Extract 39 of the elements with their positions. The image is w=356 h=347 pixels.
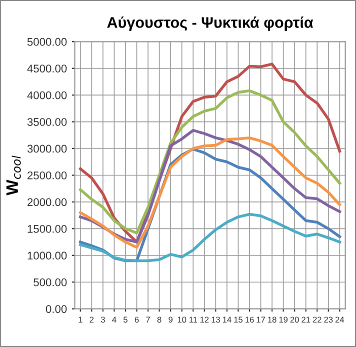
y-tick-label: 3000.00 — [27, 144, 67, 153]
x-tick-label: 17 — [256, 316, 265, 323]
x-tick-label: 1 — [78, 316, 82, 323]
y-tick-label: 4000.00 — [27, 91, 67, 100]
x-tick-label: 5 — [124, 316, 128, 323]
x-tick-label: 24 — [335, 316, 344, 323]
x-tick-label: 4 — [112, 316, 116, 323]
x-tick-label: 18 — [268, 316, 276, 323]
x-tick-label: 14 — [222, 316, 232, 323]
y-tick-label: 1500.00 — [28, 224, 67, 233]
x-tick-label: 10 — [178, 316, 186, 323]
x-tick-label: 19 — [279, 316, 288, 323]
x-tick-label: 23 — [324, 316, 333, 323]
x-tick-label: 15 — [234, 316, 243, 323]
x-tick-label: 22 — [312, 316, 322, 323]
x-tick-label: 8 — [157, 316, 162, 323]
x-tick-label: 21 — [302, 316, 310, 323]
y-tick-label: 500.00 — [34, 278, 67, 286]
y-tick-label: 5000.00 — [27, 38, 67, 46]
y-tick-label: 2500.00 — [28, 172, 67, 180]
x-tick-label: 7 — [146, 316, 150, 323]
x-tick-label: 20 — [290, 316, 299, 323]
x-tick-label: 2 — [90, 316, 94, 323]
x-tick-label: 13 — [212, 316, 220, 323]
y-tick-label: 3500.00 — [27, 118, 67, 126]
line-series — [79, 89, 342, 234]
chart-title: Αύγουστος - Ψυκτικά φορτία — [107, 16, 314, 31]
x-tick-label: 3 — [100, 316, 105, 323]
x-tick-label: 9 — [168, 316, 173, 323]
x-tick-label: 11 — [189, 316, 198, 323]
x-tick-label: 16 — [246, 316, 254, 323]
x-tick-label: 12 — [200, 316, 209, 323]
x-tick-label: 6 — [134, 316, 139, 323]
y-tick-label: 2000.00 — [28, 198, 67, 206]
y-tick-label: 1000.00 — [28, 252, 67, 260]
y-tick-label: 4500.00 — [27, 64, 67, 72]
y-tick-label: 0.00 — [46, 305, 67, 313]
line-series — [79, 212, 342, 262]
y-axis-title: W$_{cool}$ — [6, 156, 21, 196]
